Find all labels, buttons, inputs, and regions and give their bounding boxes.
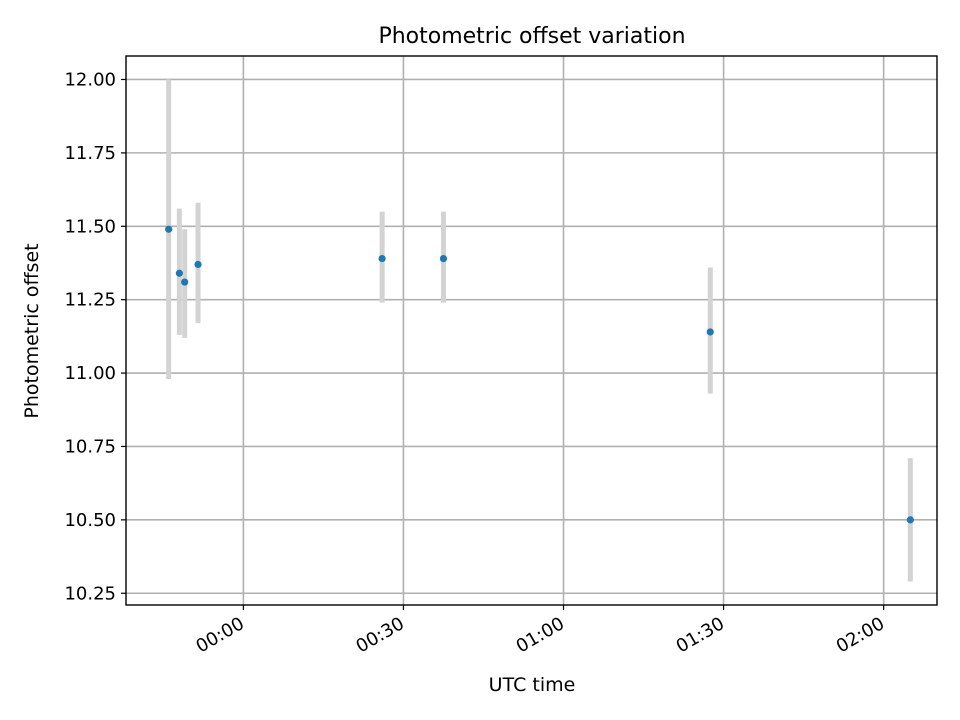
y-tick-label: 12.00 <box>64 69 116 90</box>
chart-title: Photometric offset variation <box>378 24 685 49</box>
y-tick-label: 10.75 <box>64 436 116 457</box>
data-point <box>706 328 714 336</box>
y-tick-label: 11.25 <box>64 290 116 311</box>
x-axis-label: UTC time <box>489 674 576 696</box>
y-tick-label: 10.50 <box>64 510 116 531</box>
y-axis-ticks: 10.25 10.50 10.75 11.00 11.25 11.50 11.75 12.00 <box>64 69 126 604</box>
data-point <box>378 254 386 263</box>
data-point <box>175 269 183 277</box>
y-tick-label: 11.75 <box>64 143 116 164</box>
plot-frame <box>125 55 938 606</box>
y-tick-label: 11.00 <box>64 363 116 384</box>
error-bars <box>166 79 913 582</box>
y-axis-label: Photometric offset <box>21 243 43 418</box>
x-tick-label: 00:00 <box>192 613 247 657</box>
grid <box>126 56 937 605</box>
x-tick-label: 01:00 <box>513 613 568 657</box>
data-point <box>165 225 173 233</box>
x-axis-ticks: 00:00 00:30 01:00 01:30 02:00 <box>192 605 888 657</box>
y-tick-label: 10.25 <box>64 583 116 604</box>
y-tick-label: 11.50 <box>64 216 116 237</box>
data-points <box>165 225 914 524</box>
data-point <box>439 254 448 263</box>
x-tick-label: 02:00 <box>833 613 888 657</box>
x-tick-label: 01:30 <box>673 613 728 657</box>
data-point <box>906 516 914 524</box>
data-point <box>181 278 189 286</box>
data-point <box>194 260 202 269</box>
x-tick-label: 00:30 <box>353 613 408 657</box>
